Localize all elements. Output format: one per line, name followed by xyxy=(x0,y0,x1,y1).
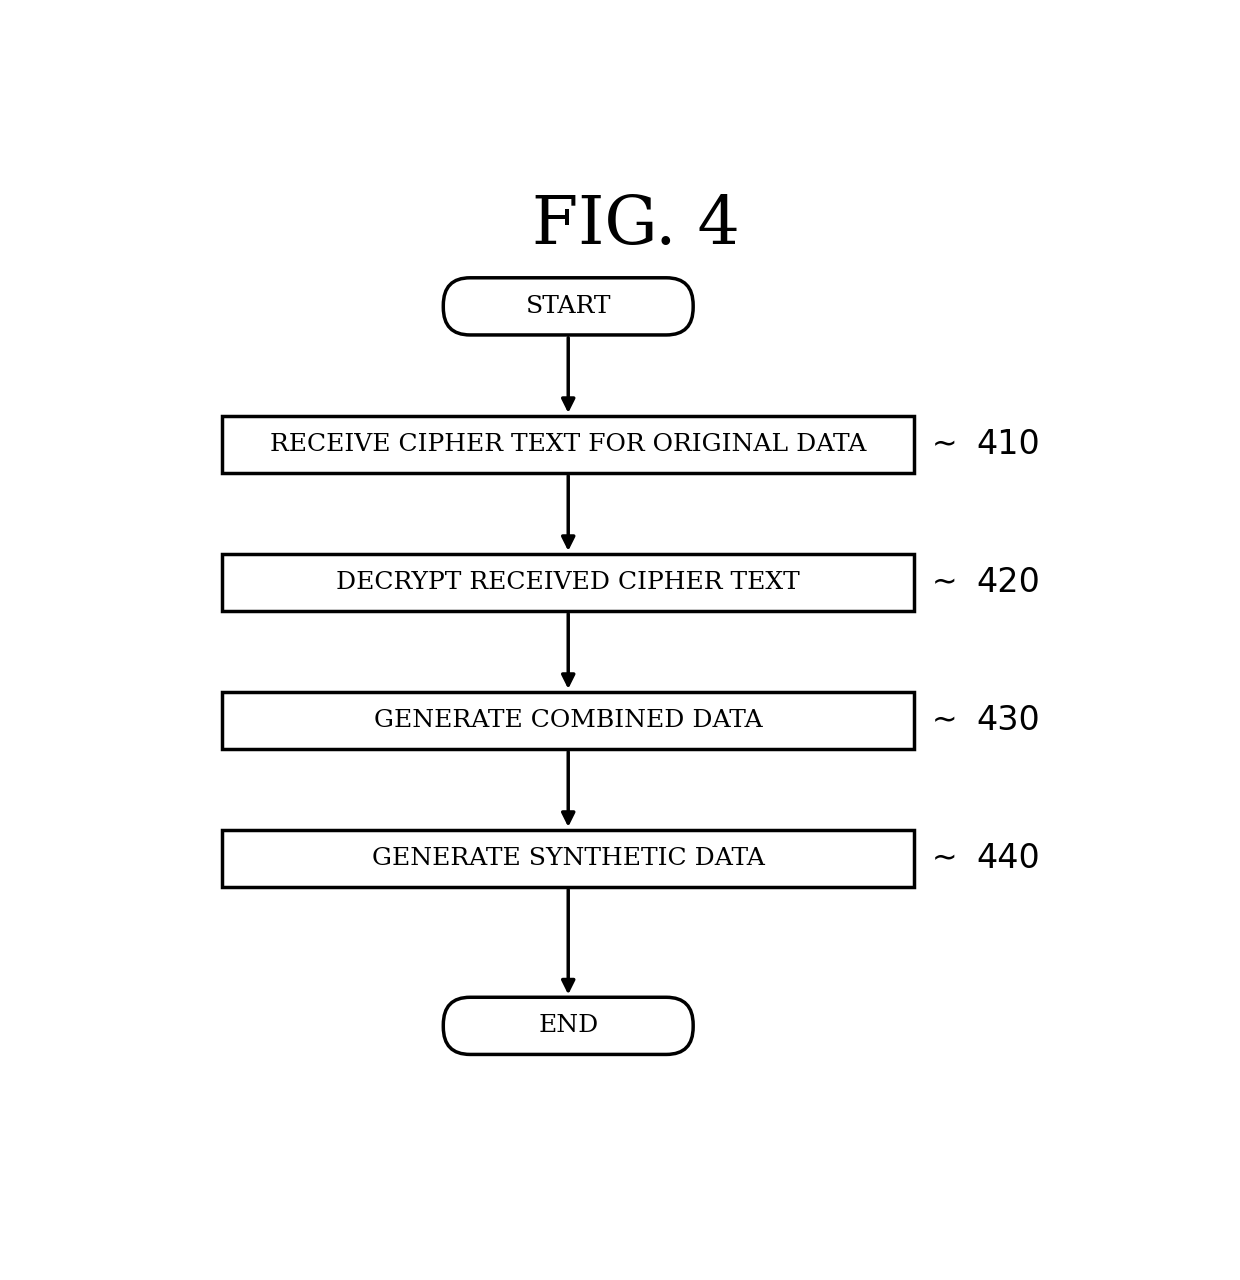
Text: FIG. 4: FIG. 4 xyxy=(532,193,739,259)
Text: 410: 410 xyxy=(977,428,1040,461)
FancyBboxPatch shape xyxy=(222,691,914,749)
Text: START: START xyxy=(526,294,611,317)
Text: END: END xyxy=(538,1014,599,1037)
Text: RECEIVE CIPHER TEXT FOR ORIGINAL DATA: RECEIVE CIPHER TEXT FOR ORIGINAL DATA xyxy=(270,433,867,456)
Text: 430: 430 xyxy=(977,704,1040,737)
FancyBboxPatch shape xyxy=(222,554,914,611)
Text: 440: 440 xyxy=(977,842,1040,874)
Text: ∼: ∼ xyxy=(931,844,957,873)
Text: ∼: ∼ xyxy=(931,430,957,458)
Text: GENERATE SYNTHETIC DATA: GENERATE SYNTHETIC DATA xyxy=(372,847,765,870)
FancyBboxPatch shape xyxy=(444,997,693,1055)
Text: ∼: ∼ xyxy=(931,568,957,596)
Text: 420: 420 xyxy=(977,566,1040,599)
FancyBboxPatch shape xyxy=(222,416,914,472)
Text: GENERATE COMBINED DATA: GENERATE COMBINED DATA xyxy=(374,709,763,732)
Text: ∼: ∼ xyxy=(931,705,957,735)
FancyBboxPatch shape xyxy=(222,829,914,887)
FancyBboxPatch shape xyxy=(444,278,693,335)
Text: DECRYPT RECEIVED CIPHER TEXT: DECRYPT RECEIVED CIPHER TEXT xyxy=(336,571,800,594)
